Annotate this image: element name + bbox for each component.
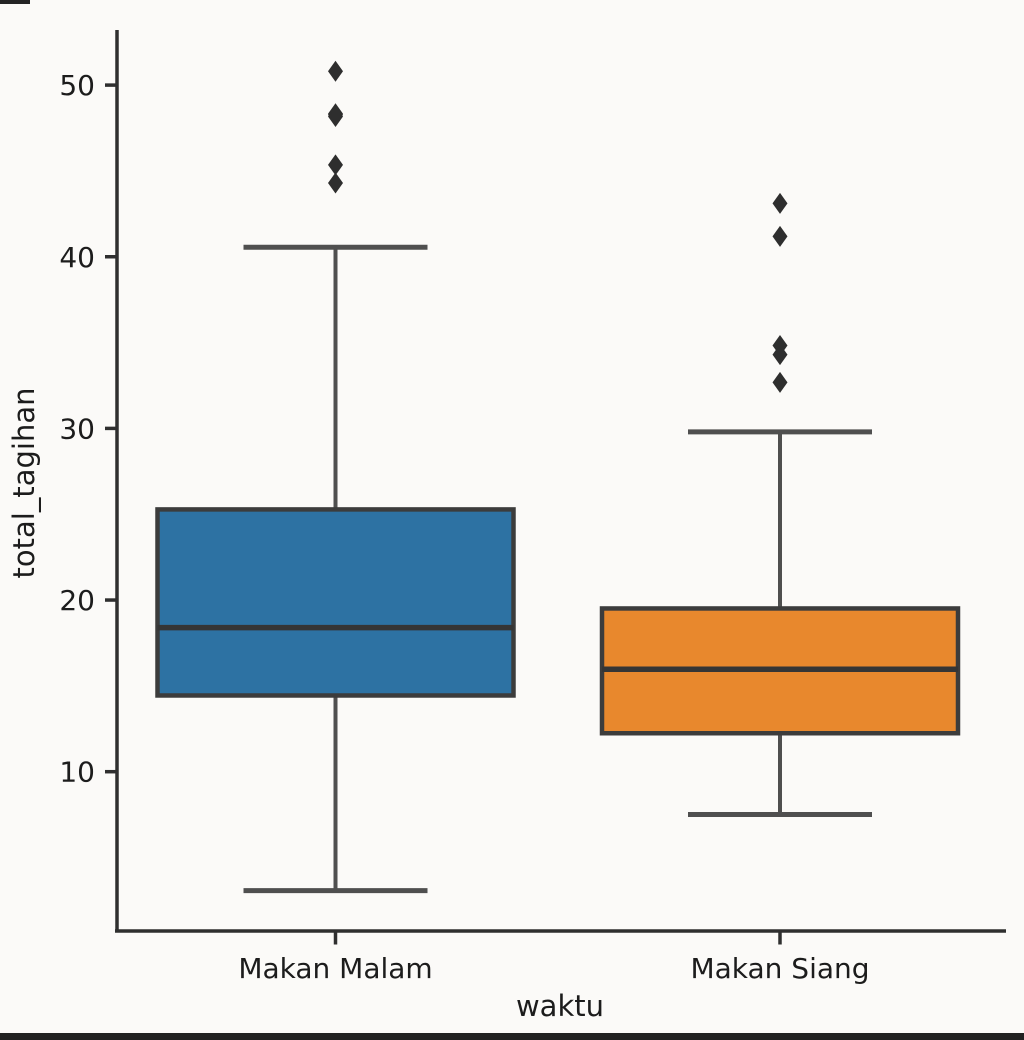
- x-tick-label: Makan Malam: [238, 952, 432, 985]
- top-edge-mark: [0, 0, 30, 4]
- outlier-diamond: [328, 60, 343, 82]
- outlier-diamond: [772, 225, 788, 247]
- outlier-diamond: [772, 371, 788, 393]
- plot-area: 10 20 30 40 50 Makan Malam Makan Siang: [59, 30, 1006, 985]
- box-makan-malam: [155, 507, 516, 698]
- x-tick-label: Makan Siang: [690, 952, 869, 985]
- y-tick-label: 10: [59, 756, 95, 789]
- y-tick-label: 20: [59, 584, 95, 617]
- outlier-diamond: [328, 154, 343, 176]
- outlier-diamond: [328, 103, 343, 125]
- x-axis-label: waktu: [516, 989, 604, 1023]
- y-tick-label: 50: [59, 69, 95, 102]
- outlier-diamond: [772, 192, 788, 214]
- outlier-diamond: [772, 334, 788, 356]
- outlier-diamond: [328, 172, 343, 194]
- y-axis-label: total_tagihan: [7, 388, 41, 579]
- bottom-edge-bar: [0, 1033, 1024, 1040]
- y-tick-label: 30: [59, 412, 95, 445]
- y-tick-label: 40: [59, 241, 95, 274]
